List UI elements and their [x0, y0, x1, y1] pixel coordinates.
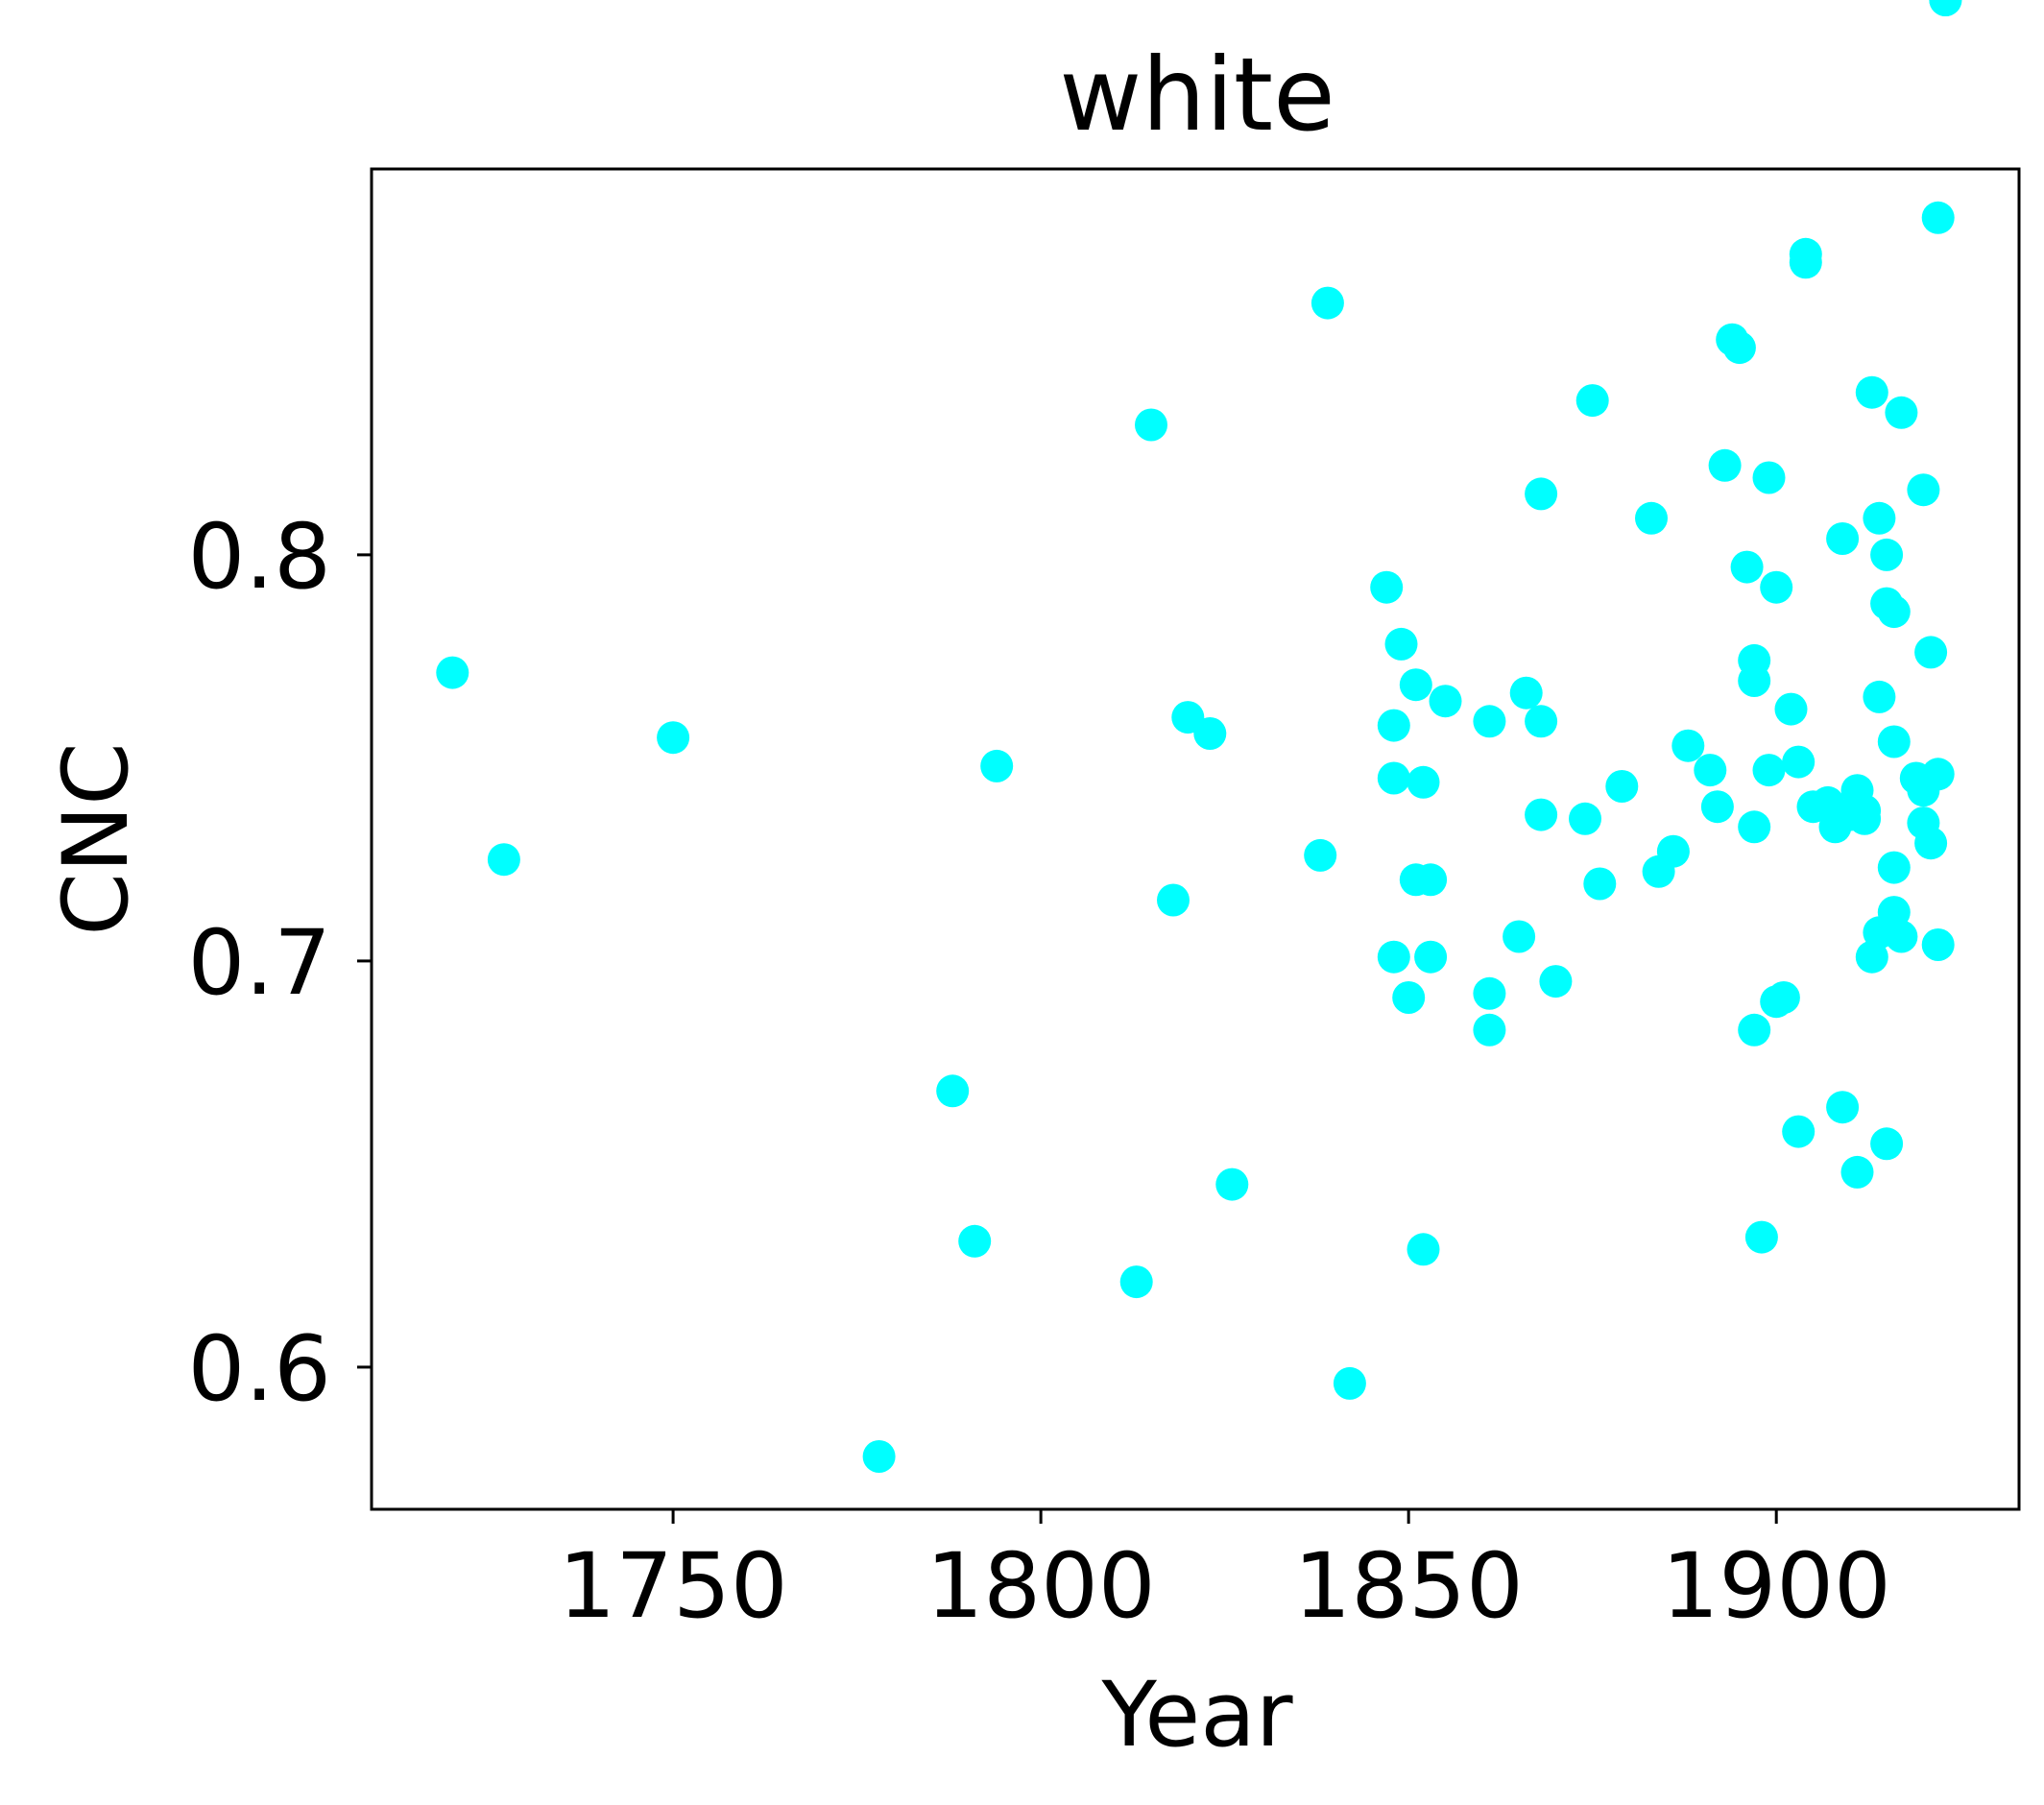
data-point	[1738, 810, 1771, 844]
data-point	[1135, 408, 1167, 442]
y-tick-label: 0.8	[188, 505, 332, 610]
x-tick-label: 1850	[1294, 1534, 1524, 1639]
data-point	[1503, 920, 1536, 953]
data-point	[1782, 745, 1816, 779]
data-point	[1407, 765, 1440, 799]
data-point	[1877, 851, 1911, 884]
data-point	[1921, 758, 1955, 791]
data-point	[1774, 692, 1808, 726]
data-point	[1700, 790, 1734, 824]
data-point	[1738, 664, 1771, 697]
data-point	[1730, 550, 1764, 584]
data-point	[1907, 473, 1940, 507]
data-point	[1414, 940, 1448, 974]
data-point	[1583, 867, 1617, 901]
data-point	[657, 721, 690, 755]
y-tick-label: 0.6	[188, 1317, 332, 1422]
data-point	[1789, 246, 1822, 279]
data-point	[1377, 940, 1410, 974]
data-point	[1377, 709, 1410, 742]
data-point	[1569, 802, 1601, 835]
data-point	[1855, 375, 1888, 409]
data-point	[1539, 965, 1573, 999]
x-tick-label: 1750	[558, 1534, 787, 1639]
data-point	[1509, 676, 1543, 710]
data-point	[1215, 1167, 1249, 1201]
data-point	[1877, 725, 1911, 758]
data-point	[958, 1224, 992, 1258]
data-point	[1575, 384, 1609, 418]
data-point	[1671, 729, 1705, 762]
data-point	[1311, 286, 1344, 320]
data-point	[1848, 802, 1882, 835]
data-point	[1399, 668, 1432, 702]
data-point	[436, 656, 469, 689]
data-point	[862, 1440, 896, 1473]
y-axis-label: CNC	[44, 742, 149, 936]
data-point	[1635, 501, 1668, 535]
data-point	[1157, 883, 1190, 917]
data-point	[1656, 834, 1690, 868]
data-point	[1752, 754, 1786, 787]
data-point	[1525, 477, 1558, 511]
plot-frame	[370, 167, 2021, 1511]
data-point	[1722, 331, 1756, 365]
data-point	[1525, 798, 1558, 831]
data-point	[1429, 685, 1462, 718]
data-point	[1392, 981, 1426, 1014]
data-point	[1694, 754, 1727, 787]
data-point	[980, 749, 1014, 782]
data-point	[1384, 627, 1418, 661]
data-point	[1708, 448, 1742, 482]
data-point	[1119, 1265, 1153, 1299]
x-axis-label: Year	[1100, 1663, 1292, 1768]
data-point	[1767, 981, 1800, 1014]
data-point	[1826, 1091, 1860, 1124]
data-point	[1473, 976, 1506, 1010]
data-point	[1885, 396, 1918, 429]
data-point	[1826, 522, 1860, 555]
data-point	[1782, 1115, 1816, 1148]
data-point	[1921, 201, 1955, 234]
data-point	[1525, 705, 1558, 738]
data-point	[487, 843, 520, 877]
data-point	[1870, 1127, 1904, 1161]
chart-title: white	[1059, 36, 1335, 154]
data-point	[1473, 705, 1506, 738]
data-point	[1407, 1233, 1440, 1266]
data-point	[1414, 863, 1448, 897]
points-layer	[436, 0, 1962, 1473]
data-point	[1193, 717, 1227, 750]
data-point	[1744, 1220, 1778, 1254]
x-tick-label: 1800	[926, 1534, 1156, 1639]
data-point	[1921, 928, 1955, 961]
data-point	[1870, 538, 1904, 571]
y-axis-ticks: 0.6 0.7 0.8	[188, 505, 372, 1422]
y-tick-label: 0.7	[188, 911, 332, 1016]
x-tick-label: 1900	[1662, 1534, 1891, 1639]
data-point	[1370, 570, 1404, 604]
data-point	[1738, 1013, 1771, 1047]
data-point	[1752, 461, 1786, 494]
data-point	[1304, 838, 1337, 872]
data-point	[1605, 770, 1639, 803]
data-point	[936, 1074, 970, 1108]
data-point	[1914, 636, 1948, 669]
data-point	[1914, 827, 1948, 860]
data-point	[1473, 1013, 1506, 1047]
data-point	[1377, 761, 1410, 795]
data-point	[1863, 680, 1896, 713]
data-point	[1929, 0, 1962, 16]
data-point	[1885, 920, 1918, 953]
data-point	[1333, 1366, 1366, 1400]
x-axis-ticks: 1750 1800 1850 1900	[558, 1509, 1891, 1639]
data-point	[1760, 570, 1793, 604]
data-point	[1863, 501, 1896, 535]
data-point	[1840, 1155, 1874, 1189]
data-point	[1877, 595, 1911, 629]
